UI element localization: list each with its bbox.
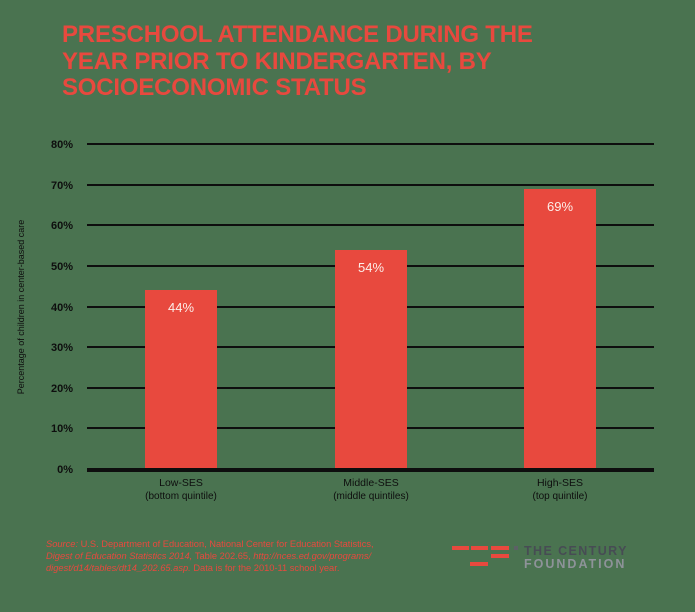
chart-title: PRESCHOOL ATTENDANCE DURING THE YEAR PRI… (62, 21, 533, 102)
logo-mark-bar (491, 546, 509, 550)
x-category-label-high-ses: High-SES (top quintile) (470, 477, 650, 503)
y-tick-label-10: 10% (50, 423, 73, 436)
x-category-name: Low-SES (159, 477, 203, 489)
y-tick-label-30: 30% (50, 342, 73, 355)
x-category-name: Middle-SES (343, 477, 399, 489)
source-text-segment: Table 202.65, (194, 551, 254, 561)
x-axis-line (87, 468, 654, 472)
gridline-60 (87, 224, 654, 227)
gridline-80 (87, 143, 654, 145)
logo-mark-bar (491, 554, 509, 558)
y-tick-label-80: 80% (50, 139, 73, 151)
logo-text-foundation: FOUNDATION (524, 556, 627, 571)
century-foundation-logo-text: THE CENTURY FOUNDATION (524, 545, 628, 570)
y-tick-label-20: 20% (50, 382, 73, 395)
logo-mark-square (514, 546, 518, 550)
x-category-sublabel: (middle quintiles) (333, 491, 409, 502)
source-line-2: Digest of Education Statistics 2014, Tab… (46, 550, 374, 562)
x-category-name: High-SES (536, 477, 584, 489)
bar-value-label-high-ses: 69% (546, 198, 574, 214)
chart-title-line-2: YEAR PRIOR TO KINDERGARTEN, BY (62, 47, 492, 75)
bar-low-ses: 44% (145, 290, 217, 469)
y-tick-label-0: 0% (57, 464, 73, 476)
y-axis-title: Percentage of children in center-based c… (16, 219, 26, 395)
y-tick-label-40: 40% (50, 301, 73, 314)
y-tick-label-60: 60% (50, 220, 73, 233)
x-category-sublabel: (bottom quintile) (145, 491, 217, 502)
y-tick-label-50: 50% (50, 260, 73, 273)
bar-high-ses: 69% (524, 188, 596, 469)
chart-title-line-1: PRESCHOOL ATTENDANCE DURING THE (62, 21, 533, 48)
gridline-70 (87, 183, 654, 186)
bar-value-label-middle-ses: 54% (357, 259, 385, 275)
chart-title-line-3: SOCIOECONOMIC STATUS (62, 74, 367, 101)
source-text-segment: digest/d14/tables/dt14_202.65.asp. (46, 563, 191, 573)
logo-text-the-century: THE CENTURY (524, 544, 628, 558)
x-category-label-middle-ses: Middle-SES (middle quintiles) (281, 477, 461, 503)
bar-middle-ses: 54% (335, 249, 407, 469)
source-text-segment: Source: (46, 539, 81, 549)
logo-mark-bar (470, 562, 488, 566)
source-text-segment: U.S. Department of Education, National C… (80, 539, 374, 549)
source-text-segment: http://nces.ed.gov/programs/ (253, 551, 372, 561)
source-text-segment: Digest of Education Statistics 2014, (46, 551, 195, 561)
source-line-1: Source: U.S. Department of Education, Na… (46, 538, 374, 550)
bar-value-label-low-ses: 44% (167, 300, 195, 316)
logo-mark-bar (452, 546, 469, 550)
x-category-label-low-ses: Low-SES (bottom quintile) (91, 477, 271, 503)
source-line-3: digest/d14/tables/dt14_202.65.asp. Data … (46, 562, 374, 574)
source-text-segment: Data is for the 2010-11 school year. (190, 563, 340, 573)
century-foundation-logo-icon (452, 546, 522, 568)
source-citation: Source: U.S. Department of Education, Na… (46, 538, 374, 574)
y-tick-label-70: 70% (50, 179, 73, 192)
x-category-sublabel: (top quintile) (532, 491, 588, 502)
logo-mark-bar (471, 546, 488, 550)
